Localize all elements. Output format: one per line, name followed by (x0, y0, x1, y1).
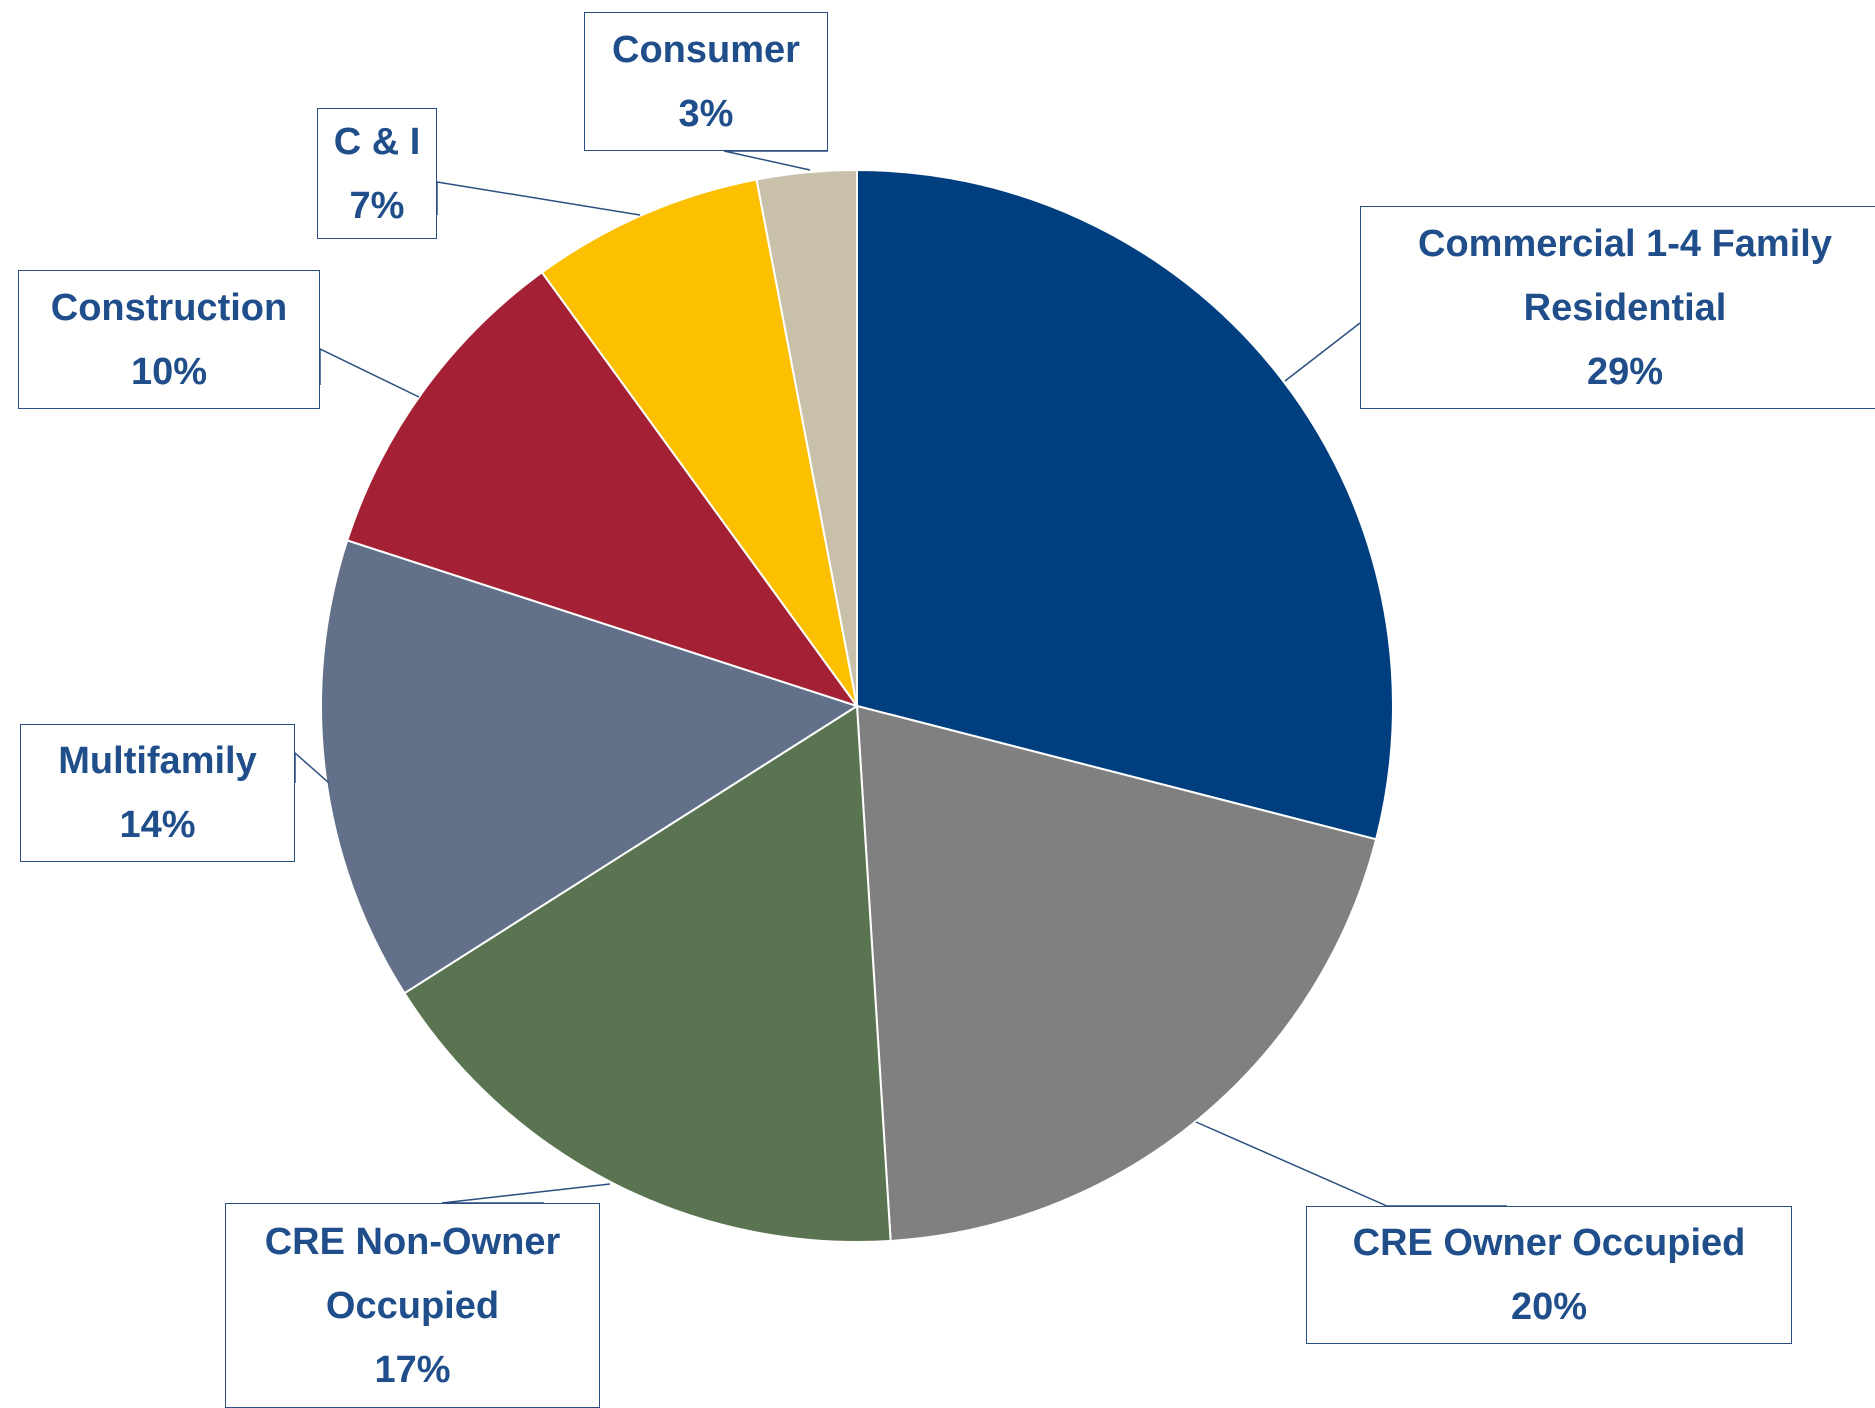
pie-slice (540, 178, 858, 707)
leader-line (1195, 1121, 1507, 1207)
category-label: Commercial 1-4 Family Residential (1418, 222, 1832, 329)
data-label: Construction 10% (18, 270, 320, 409)
pie-slice (403, 704, 892, 1243)
value-label: 29% (1586, 350, 1664, 393)
value-label: 17% (374, 1348, 451, 1391)
leader-line (441, 1183, 611, 1204)
category-label: Multifamily (58, 740, 257, 782)
category-label: Consumer (612, 28, 800, 71)
value-label: 20% (1510, 1286, 1588, 1328)
value-label: 7% (349, 184, 405, 227)
pie-slice (755, 168, 858, 707)
category-label: C & I (333, 120, 421, 163)
category-label: CRE Non-Owner Occupied (264, 1220, 561, 1327)
data-label: Multifamily 14% (20, 724, 295, 862)
data-label: Consumer 3% (584, 12, 828, 151)
data-label: Commercial 1-4 Family Residential 29% (1360, 206, 1875, 409)
category-label: Construction (50, 286, 288, 329)
data-label: CRE Owner Occupied 20% (1306, 1206, 1792, 1344)
pie-slice (856, 168, 1394, 841)
category-label: CRE Owner Occupied (1352, 1222, 1746, 1264)
pie-slice (855, 704, 1378, 1243)
value-label: 3% (678, 92, 734, 135)
pie-slice (345, 270, 860, 708)
data-label: CRE Non-Owner Occupied 17% (225, 1203, 600, 1408)
value-label: 10% (130, 350, 208, 393)
pie-slice (320, 539, 860, 995)
leader-line (1284, 322, 1361, 382)
leader-line (723, 150, 828, 171)
leader-line (319, 347, 420, 398)
data-label: C & I 7% (317, 108, 437, 239)
value-label: 14% (119, 804, 196, 846)
leader-line (436, 181, 641, 216)
leader-line (294, 751, 330, 784)
